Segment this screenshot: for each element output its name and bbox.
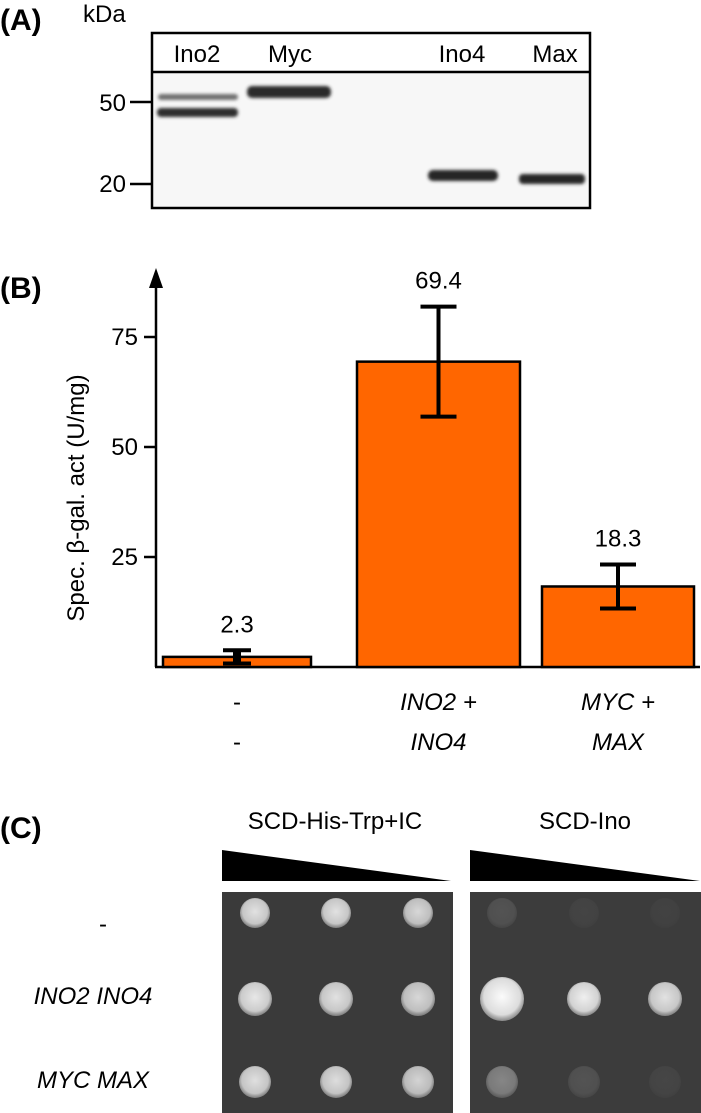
yeast-spot-r0-p1-d2 [650,898,680,928]
yeast-spot-r1-p0-d0 [238,982,272,1016]
lane-label-myc: Myc [268,41,312,68]
yeast-spot-r0-p1-d0 [487,898,517,928]
yeast-spot-r2-p1-d2 [649,1066,681,1098]
row-label-myc-max: MYC MAX [37,1067,150,1094]
band-ino2-lower [157,108,238,117]
yeast-spot-r1-p1-d1 [567,982,601,1016]
panel-a-label: (A) [0,4,42,37]
band-myc [247,86,331,98]
yeast-spot-r2-p0-d0 [239,1066,271,1098]
category-label-2-1: MAX [592,729,645,756]
value-label-0: 2.3 [220,611,253,638]
value-label-1: 69.4 [415,268,462,295]
yeast-spots [238,898,682,1098]
category-label-1-0: INO2 + [400,689,477,716]
yeast-spot-r2-p1-d0 [486,1066,518,1098]
panel-b-label: (B) [0,272,42,305]
marker-50-label: 50 [99,90,126,117]
dilution-wedge-ino [470,850,700,881]
row-label-empty: - [99,911,107,938]
category-label-2-0: MYC + [581,689,655,716]
marker-20-label: 20 [99,171,126,198]
value-label-2: 18.3 [595,525,642,552]
yeast-spot-r0-p0-d2 [403,898,433,928]
band-max [519,174,585,184]
yeast-spot-r0-p0-d0 [240,898,270,928]
category-label-0-0: - [233,689,241,716]
band-ino4 [428,170,498,181]
lane-label-ino4: Ino4 [439,41,486,68]
yeast-spot-r2-p0-d1 [320,1066,352,1098]
row-label-ino2-ino4: INO2 INO4 [34,983,153,1010]
blot-membrane [153,73,589,207]
yeast-spot-r1-p1-d2 [648,982,682,1016]
category-label-1-1: INO4 [410,729,466,756]
panel-c-label: (C) [0,812,42,845]
dilution-wedge-his-trp [222,850,451,881]
yeast-spot-r2-p1-d1 [568,1066,600,1098]
kda-label: kDa [83,1,126,28]
panel-c: (C) SCD-His-Trp+IC SCD-Ino - INO2 INO4 M… [0,808,701,1113]
panel-a: (A) kDa Ino2 Myc Ino4 Max 50 20 [0,1,592,210]
y-tick-label-25: 25 [111,544,138,571]
band-ino2-upper [158,94,238,100]
y-axis-title: Spec. β-gal. act (U/mg) [63,374,90,621]
medium-label-his-trp: SCD-His-Trp+IC [248,808,422,835]
category-label-0-1: - [233,729,241,756]
yeast-spot-r0-p1-d1 [569,898,599,928]
y-axis-arrow [149,268,163,288]
panel-b: (B) Spec. β-gal. act (U/mg) 25 50 75 2.3 - - 6… [0,268,700,756]
bar-chart: 25 50 75 2.3 - - 69.4 INO2 + INO4 18.3 MYC + MAX [111,268,700,756]
y-tick-label-75: 75 [111,324,138,351]
yeast-spot-r1-p0-d1 [319,982,353,1016]
yeast-spot-r2-p0-d2 [402,1066,434,1098]
yeast-spot-r1-p0-d2 [401,982,435,1016]
medium-label-ino: SCD-Ino [539,808,631,835]
yeast-spot-r1-p1-d0 [480,977,524,1021]
lane-label-ino2: Ino2 [174,41,221,68]
y-tick-label-50: 50 [111,434,138,461]
lane-label-max: Max [532,41,577,68]
yeast-spot-r0-p0-d1 [321,898,351,928]
